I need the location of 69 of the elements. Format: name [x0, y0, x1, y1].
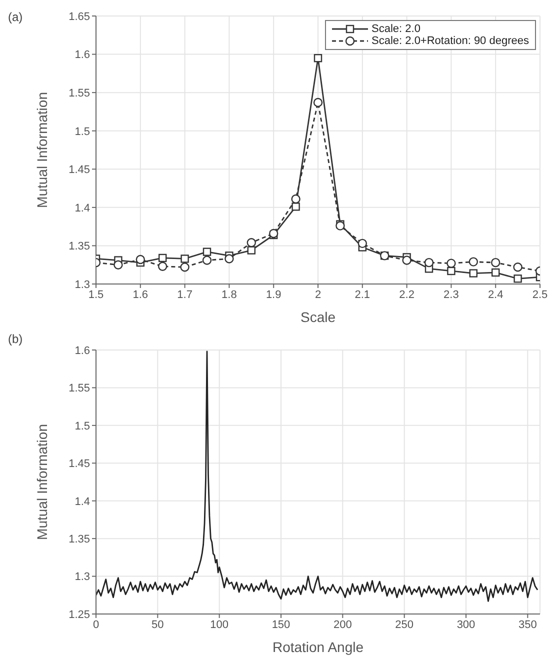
x-tick-label: 2.1	[354, 288, 370, 301]
x-axis-title: Scale	[300, 309, 336, 325]
x-axis-title: Rotation Angle	[272, 639, 364, 655]
point	[291, 194, 300, 204]
point	[446, 258, 456, 268]
x-tick-label: 250	[395, 618, 414, 631]
y-tick-label: 1.3	[74, 278, 90, 291]
y-tick-label: 1.6	[74, 49, 90, 62]
y-tick-label: 1.55	[68, 87, 90, 100]
x-tick-label: 350	[518, 618, 537, 631]
y-tick-label: 1.45	[68, 164, 90, 176]
point	[469, 269, 478, 278]
x-tick-label: 2.3	[444, 288, 459, 301]
x-tick-label: 150	[272, 618, 290, 631]
y-tick-label: 1.4	[74, 202, 90, 214]
point	[202, 248, 212, 256]
point	[492, 268, 500, 277]
point	[114, 260, 123, 270]
y-axis-title: Mutual Information	[34, 424, 50, 540]
x-tick-label: 2.5	[532, 288, 548, 301]
point	[158, 254, 167, 262]
x-tick-label: 300	[456, 618, 476, 631]
point	[136, 254, 145, 264]
y-tick-label: 1.5	[74, 126, 90, 138]
y-tick-label: 1.35	[68, 533, 90, 546]
point	[247, 246, 256, 254]
x-tick-label: 1.9	[266, 288, 282, 301]
y-tick-label: 1.35	[68, 240, 90, 253]
text: (a)	[8, 10, 23, 24]
x-tick-label: 200	[333, 618, 352, 631]
point	[514, 274, 522, 283]
y-axis-title: Mutual Information	[34, 92, 50, 208]
x-tick-label: 50	[152, 618, 164, 631]
x-tick-label: 2	[314, 288, 322, 301]
point	[224, 254, 234, 264]
point	[491, 258, 500, 268]
point	[158, 262, 168, 271]
point	[180, 262, 190, 272]
point	[313, 98, 323, 108]
point	[292, 202, 300, 211]
y-tick-label: 1.45	[68, 458, 90, 470]
point	[202, 256, 212, 265]
y-tick-label: 1.6	[74, 344, 90, 357]
x-tick-label: 1.6	[132, 288, 148, 301]
point	[402, 256, 412, 265]
x-tick-label: 1.7	[177, 288, 192, 301]
legend-label: Scale: 2.0	[372, 23, 420, 35]
y-tick-label: 1.4	[74, 496, 90, 508]
y-tick-label: 1.5	[74, 420, 90, 432]
y-tick-label: 1.3	[74, 571, 90, 584]
y-tick-label: 1.55	[68, 382, 90, 395]
point	[513, 262, 522, 272]
text: (b)	[8, 332, 23, 346]
point	[468, 257, 478, 266]
point	[180, 254, 189, 263]
x-tick-label: 2.2	[399, 288, 414, 301]
legend-label: Scale: 2.0+Rotation: 90 degrees	[372, 35, 529, 47]
x-tick-label: 1.8	[222, 288, 237, 301]
x-tick-label: 2.4	[488, 288, 504, 301]
point	[314, 54, 322, 62]
point	[246, 238, 256, 248]
y-tick-label: 1.65	[68, 10, 90, 23]
point	[424, 258, 434, 268]
x-tick-label: 0	[92, 618, 100, 631]
point	[358, 238, 367, 248]
x-tick-label: 100	[210, 618, 229, 631]
y-tick-label: 1.25	[68, 608, 90, 621]
point	[447, 266, 456, 276]
x-tick-label: 1.5	[88, 288, 104, 301]
